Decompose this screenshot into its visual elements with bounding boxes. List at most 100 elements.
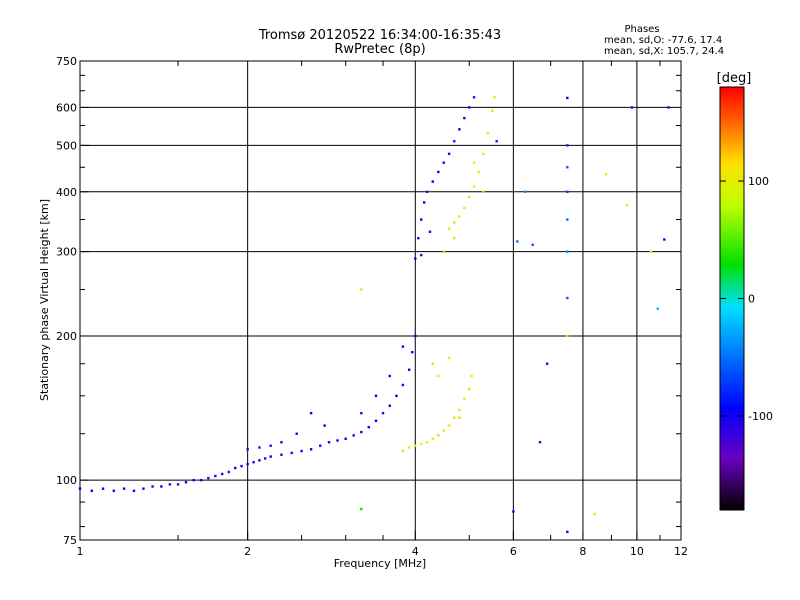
phase-point: [491, 109, 494, 113]
phase-point: [437, 170, 440, 174]
phase-point: [192, 478, 195, 482]
phase-point: [420, 218, 423, 221]
phase-point: [428, 230, 432, 233]
phase-point: [593, 512, 596, 516]
x-tick-label: 2: [244, 545, 251, 558]
phase-point: [625, 203, 629, 207]
plot-area: [79, 60, 682, 541]
phase-point: [411, 350, 414, 354]
phase-point: [360, 411, 363, 415]
phase-point: [252, 461, 255, 464]
phase-point: [258, 446, 261, 449]
phase-point: [420, 253, 423, 257]
phase-point: [214, 474, 217, 478]
y-tick-label: 75: [63, 534, 77, 547]
y-tick-label: 200: [56, 330, 77, 343]
phase-point: [667, 106, 670, 109]
phase-point: [649, 250, 653, 253]
phase-legend-heading: Phases: [624, 24, 659, 35]
phase-point: [220, 472, 224, 476]
phase-point: [414, 334, 417, 338]
phase-point: [227, 470, 230, 474]
phase-point: [566, 218, 569, 221]
phase-point: [344, 437, 347, 440]
phase-point: [388, 374, 392, 378]
y-axis-label: Stationary phase Virtual Height [km]: [38, 199, 51, 401]
phase-point: [280, 453, 283, 456]
x-tick-label: 6: [510, 545, 517, 558]
y-axis-ticks: 75 100 200 300 400 500 600 750: [56, 55, 89, 547]
phase-point: [101, 487, 105, 490]
phase-point: [407, 446, 411, 449]
colorbar-tick-label: 0: [748, 293, 755, 306]
phase-point: [486, 132, 490, 135]
phase-point: [240, 464, 243, 468]
phase-point: [663, 238, 666, 241]
phase-point: [468, 387, 471, 391]
phase-point: [468, 106, 471, 109]
phase-point: [160, 485, 163, 488]
phase-point: [545, 362, 549, 365]
y-tick-label: 500: [56, 139, 77, 152]
phase-point: [463, 116, 466, 120]
y-tick-label: 300: [56, 246, 77, 259]
phase-point: [246, 448, 249, 451]
phase-point: [453, 416, 456, 419]
phase-point: [319, 444, 322, 447]
phase-point: [566, 296, 569, 300]
phase-point: [566, 334, 569, 338]
y-tick-label: 100: [56, 474, 77, 487]
phase-point: [482, 190, 485, 193]
phase-point: [463, 397, 466, 400]
phase-point: [538, 441, 542, 444]
x-tick-label: 1: [77, 545, 84, 558]
phase-point: [234, 466, 237, 470]
phase-point: [656, 307, 659, 310]
phase-point: [309, 411, 313, 415]
phase-point: [323, 424, 326, 427]
phase-point: [470, 374, 473, 378]
phase-point: [425, 190, 429, 193]
chart-subtitle: RwPretec (8p): [334, 42, 425, 57]
phase-point: [431, 180, 434, 183]
phase-point: [300, 449, 303, 453]
phase-point: [512, 510, 515, 513]
x-tick-label: 4: [412, 545, 419, 558]
phase-point: [442, 161, 445, 164]
phase-point: [142, 487, 145, 490]
chart-title: Tromsø 20120522 16:34:00-16:35:43: [258, 28, 501, 43]
phase-point: [168, 483, 172, 486]
phase-point: [176, 483, 180, 486]
y-tick-label: 750: [56, 55, 77, 68]
phase-point: [442, 429, 445, 432]
phase-point: [566, 144, 569, 147]
phase-point: [360, 288, 363, 291]
phase-point: [388, 404, 392, 407]
phase-point: [493, 96, 496, 99]
phase-point: [447, 227, 451, 230]
phase-point: [566, 250, 569, 253]
phase-point: [431, 362, 434, 365]
colorbar-label: [deg]: [717, 71, 752, 86]
phase-point: [604, 173, 608, 176]
x-axis-label: Frequency [MHz]: [334, 557, 426, 570]
phase-point: [401, 449, 405, 453]
phase-legend-o: mean, sd,O: -77.6, 17.4: [604, 35, 722, 46]
colorbar-ticks: 100 0 -100: [720, 175, 773, 423]
phase-point: [269, 455, 272, 458]
phase-point: [472, 161, 476, 164]
phase-point: [468, 195, 471, 199]
phase-point: [523, 190, 527, 193]
colorbar-tick-label: 100: [748, 175, 769, 188]
phase-point: [442, 250, 445, 253]
phase-point: [458, 416, 461, 419]
x-tick-label: 8: [579, 545, 586, 558]
phase-point: [132, 489, 136, 493]
phase-point: [437, 374, 440, 378]
phase-point: [327, 441, 331, 444]
phase-point: [263, 457, 267, 460]
phase-point: [420, 442, 423, 446]
y-tick-label: 600: [56, 101, 77, 114]
phase-point: [472, 185, 476, 188]
